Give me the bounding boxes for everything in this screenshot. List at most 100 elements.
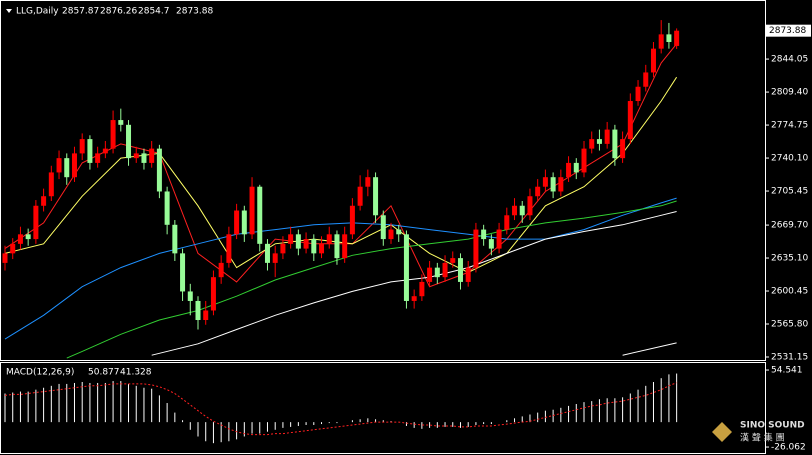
- candle-body: [79, 139, 85, 154]
- candle-body: [319, 243, 325, 254]
- candle-body: [388, 229, 394, 240]
- candle-body: [203, 310, 209, 321]
- y-tick-label: 2600.45: [771, 287, 808, 297]
- logo-icon: [712, 422, 732, 442]
- candle-body: [674, 30, 680, 46]
- candle-body: [272, 253, 278, 263]
- header: LLG,Daily 2857.87 2876.26 2854.7 2873.88…: [6, 7, 213, 378]
- candle-body: [620, 139, 626, 159]
- candle-body: [596, 139, 602, 144]
- candle-body: [627, 101, 633, 140]
- candle-body: [64, 158, 70, 178]
- main-frame: [0, 0, 766, 361]
- candle-body: [612, 129, 618, 159]
- candle-body: [326, 234, 332, 244]
- candle-body: [164, 191, 170, 225]
- candle-body: [566, 162, 572, 178]
- signal-value: 41.328: [120, 368, 152, 378]
- candle-body: [195, 300, 201, 321]
- candle-body: [589, 139, 595, 149]
- candle-body: [442, 262, 448, 278]
- header-close: 2873.88: [176, 7, 213, 17]
- candle-body: [550, 177, 556, 192]
- candle-body: [48, 172, 54, 197]
- candle-body: [380, 215, 386, 240]
- candle-body: [558, 177, 564, 192]
- candle-body: [488, 239, 494, 249]
- candle-body: [110, 120, 116, 149]
- candle-body: [95, 153, 101, 163]
- candle-body: [180, 253, 186, 292]
- header-low: 2854.7: [138, 7, 170, 17]
- candle-body: [133, 153, 139, 159]
- candle-body: [365, 177, 371, 187]
- y-tick-label: 2705.45: [771, 187, 808, 197]
- moving-average: [151, 211, 677, 356]
- candle-body: [10, 243, 16, 254]
- candle-body: [303, 239, 309, 249]
- candle-body: [257, 186, 263, 244]
- candle-body: [102, 148, 108, 154]
- moving-average: [4, 76, 678, 273]
- candle-body: [419, 281, 425, 297]
- candle-body: [519, 205, 525, 216]
- candle-body: [357, 186, 363, 206]
- candle-body: [342, 234, 348, 259]
- candle-body: [87, 139, 93, 163]
- candle-body: [295, 234, 301, 249]
- logo-text-cn: 漢 聲 集 團: [740, 432, 785, 444]
- candle-body: [512, 205, 518, 216]
- y-tick-label: 2844.05: [771, 55, 808, 65]
- candle-body: [481, 229, 487, 240]
- candle-body: [650, 48, 656, 73]
- candle-body: [403, 234, 409, 301]
- candle-body: [172, 224, 178, 254]
- watermark: SINO SOUND 漢 聲 集 團: [712, 421, 805, 444]
- candle-body: [264, 243, 270, 263]
- candle-body: [465, 267, 471, 282]
- price-label-box: [766, 24, 811, 37]
- header-high: 2876.26: [100, 7, 137, 17]
- candle-body: [71, 153, 77, 178]
- candle-body: [218, 262, 224, 278]
- candle-body: [156, 148, 162, 192]
- y-tick-label: 2531.15: [771, 353, 808, 363]
- candle-body: [349, 205, 355, 235]
- macd-title: MACD(12,26,9): [6, 368, 74, 378]
- logo-text: SINO SOUND: [740, 421, 805, 431]
- candle-body: [187, 291, 193, 301]
- candle-body: [635, 86, 641, 102]
- candle-body: [2, 253, 8, 263]
- header-open: 2857.87: [62, 7, 99, 17]
- candle-body: [434, 267, 440, 278]
- candle-body: [643, 72, 649, 87]
- macd-frame: [0, 362, 766, 454]
- candle-body: [118, 120, 124, 125]
- candle-body: [126, 124, 132, 159]
- candle-body: [450, 258, 456, 263]
- price-label: 2873.88: [769, 26, 806, 36]
- y-tick-label: 54.541: [771, 366, 803, 376]
- y-tick-label: 2774.75: [771, 121, 808, 131]
- y-tick-label: 2809.40: [771, 88, 808, 98]
- candle-body: [241, 210, 247, 235]
- candle-body: [527, 196, 533, 216]
- candle-body: [473, 229, 479, 268]
- candle-body: [226, 234, 232, 263]
- candle-body: [573, 162, 579, 173]
- y-tick-label: -26.062: [771, 443, 806, 453]
- candle-body: [56, 158, 62, 173]
- candle-body: [141, 153, 147, 163]
- macd-value: 50.877: [88, 368, 120, 378]
- y-tick-label: 2635.10: [771, 254, 808, 264]
- candle-body: [33, 205, 39, 240]
- candle-body: [396, 229, 402, 235]
- candle-body: [149, 148, 155, 163]
- y-tick-label: 2740.10: [771, 154, 808, 164]
- moving-average: [622, 342, 677, 356]
- candle-body: [41, 196, 47, 206]
- moving-average: [66, 200, 677, 359]
